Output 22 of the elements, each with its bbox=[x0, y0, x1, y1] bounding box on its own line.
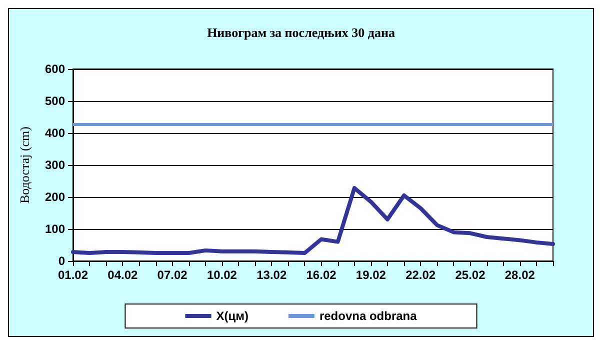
y-tick-label: 0 bbox=[58, 254, 66, 268]
chart-title: Нивограм за последњих 30 дана bbox=[207, 25, 396, 40]
x-tick-label: 28.02 bbox=[504, 268, 536, 282]
y-axis-title: Водостај (cm) bbox=[17, 126, 32, 204]
y-tick-label: 100 bbox=[44, 222, 66, 236]
x-tick-label: 13.02 bbox=[256, 268, 287, 282]
x-tick-label: 01.02 bbox=[58, 268, 88, 282]
y-tick-label: 300 bbox=[44, 158, 66, 172]
x-tick-label: 16.02 bbox=[306, 268, 337, 282]
legend-label: X(цм) bbox=[216, 309, 248, 323]
y-tick-label: 200 bbox=[44, 190, 66, 204]
legend-label: redovna odbrana bbox=[319, 309, 418, 323]
line-series bbox=[71, 186, 555, 255]
y-tick-label: 400 bbox=[44, 126, 66, 140]
y-tick-label: 500 bbox=[44, 94, 66, 108]
x-tick-label: 10.02 bbox=[206, 268, 238, 282]
x-tick-label: 22.02 bbox=[406, 268, 436, 282]
x-tick-label: 04.02 bbox=[108, 268, 138, 282]
x-tick-label: 19.02 bbox=[356, 268, 386, 282]
y-tick-label: 600 bbox=[44, 62, 66, 76]
x-tick-label: 07.02 bbox=[157, 268, 188, 282]
x-tick-label: 25.02 bbox=[455, 268, 486, 282]
